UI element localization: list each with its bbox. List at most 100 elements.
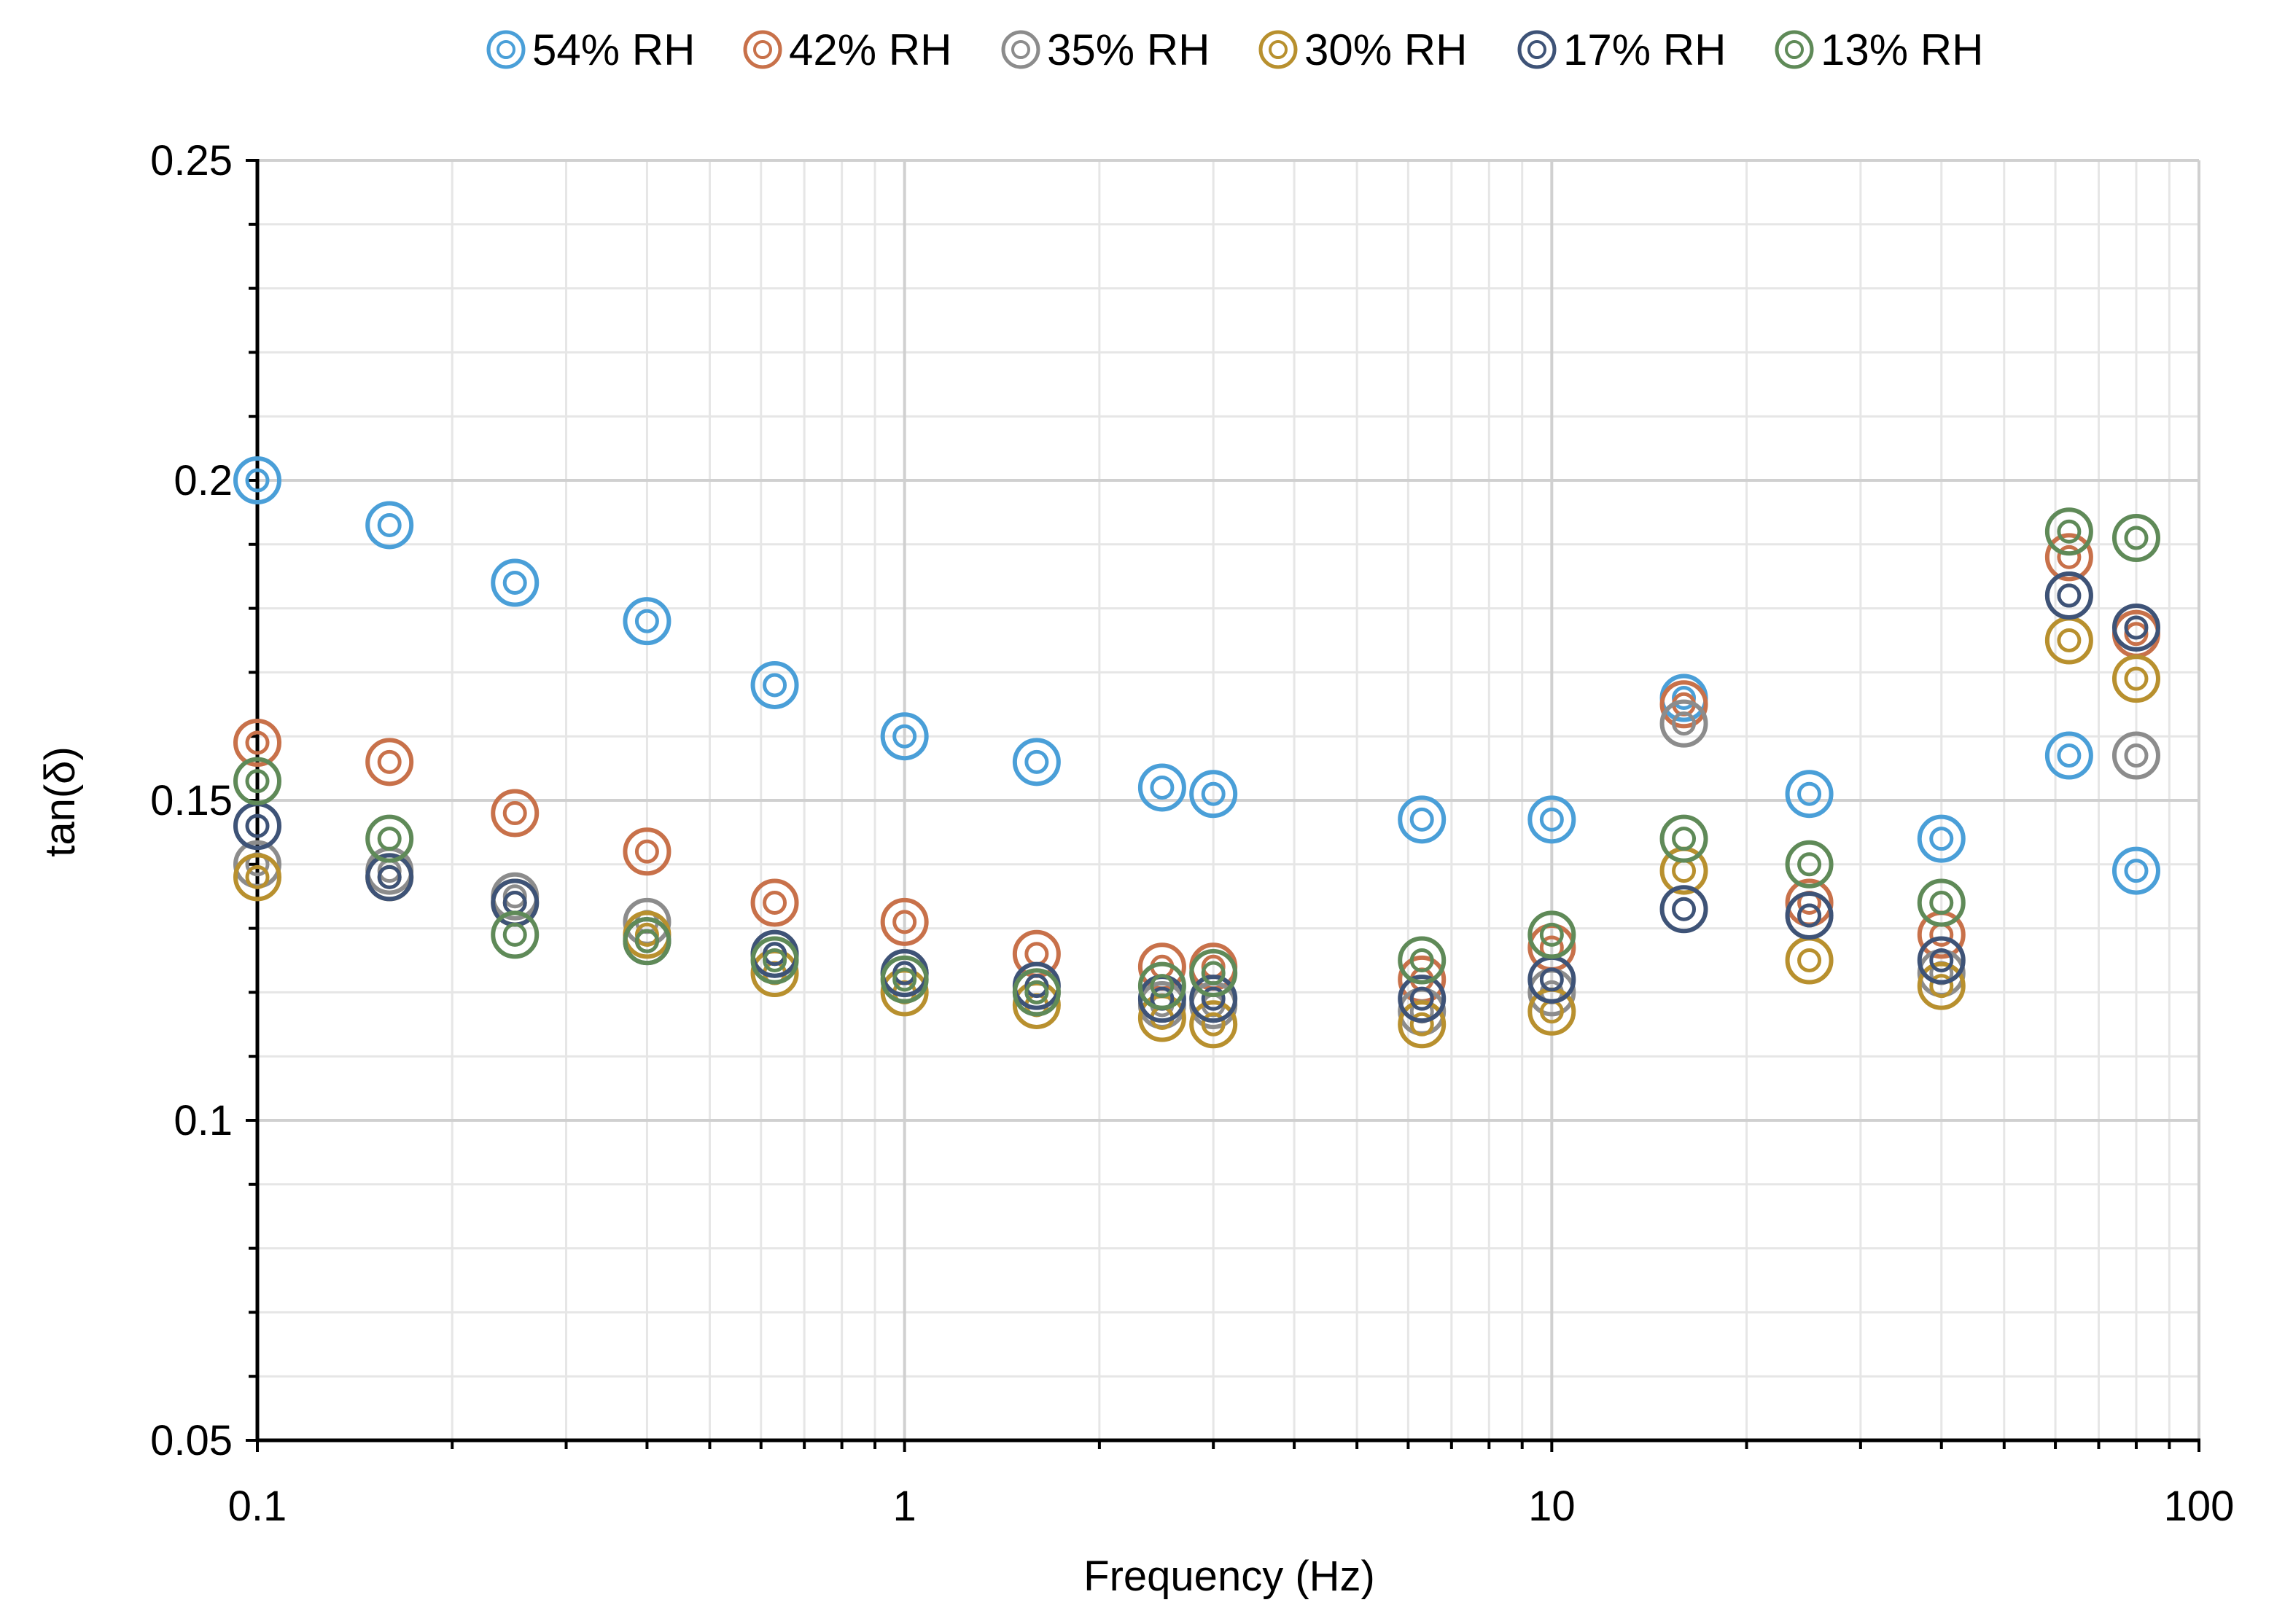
data-point bbox=[1398, 795, 1447, 844]
legend-item: 30% RH bbox=[1258, 26, 1467, 74]
data-point-outer-ring bbox=[1398, 795, 1447, 844]
series-35-rh bbox=[233, 571, 2160, 1036]
data-point-outer-ring bbox=[491, 789, 540, 838]
data-point-outer-ring bbox=[491, 558, 540, 607]
data-point-inner-ring bbox=[2057, 519, 2082, 544]
y-axis-title: tan(δ) bbox=[36, 746, 84, 857]
data-point bbox=[2044, 571, 2093, 620]
data-point-inner-ring bbox=[1201, 781, 1226, 806]
data-point-outer-ring bbox=[1917, 814, 1966, 863]
data-point-inner-ring bbox=[1797, 781, 1822, 806]
data-point-inner-ring bbox=[1797, 948, 1822, 972]
data-point bbox=[491, 789, 540, 838]
data-point bbox=[1398, 975, 1447, 1023]
data-point bbox=[623, 597, 672, 646]
data-point bbox=[750, 878, 799, 927]
data-point bbox=[1917, 961, 1966, 1010]
legend-item: 13% RH bbox=[1775, 26, 1983, 74]
legend-marker-outer bbox=[486, 30, 526, 69]
data-point bbox=[1137, 763, 1186, 812]
data-point-inner-ring bbox=[1024, 942, 1049, 967]
data-point-outer-ring bbox=[2044, 616, 2093, 665]
legend-label: 54% RH bbox=[532, 26, 695, 74]
data-point-outer-ring bbox=[2111, 655, 2160, 703]
data-point-inner-ring bbox=[1409, 948, 1434, 972]
data-point-outer-ring bbox=[233, 757, 281, 805]
data-point bbox=[365, 814, 414, 863]
data-point-outer-ring bbox=[1659, 680, 1708, 729]
data-point-outer-ring bbox=[1785, 936, 1834, 985]
data-point bbox=[1398, 936, 1447, 985]
data-point-outer-ring bbox=[1527, 910, 1576, 959]
y-tick-label: 0.05 bbox=[150, 1417, 233, 1464]
data-point bbox=[2111, 731, 2160, 780]
data-point bbox=[623, 917, 672, 966]
data-point-outer-ring bbox=[2111, 846, 2160, 895]
data-points bbox=[233, 456, 2160, 1049]
data-point bbox=[750, 936, 799, 985]
data-point-outer-ring bbox=[1659, 885, 1708, 934]
data-point-inner-ring bbox=[2057, 743, 2082, 768]
data-point-inner-ring bbox=[1672, 897, 1697, 921]
data-point-outer-ring bbox=[491, 910, 540, 959]
data-point-outer-ring bbox=[365, 853, 414, 902]
data-point-outer-ring bbox=[365, 814, 414, 863]
data-point-inner-ring bbox=[634, 922, 659, 947]
data-point bbox=[233, 853, 281, 902]
series-54-rh bbox=[233, 456, 2160, 895]
data-point-inner-ring bbox=[1797, 903, 1822, 928]
tick-marks bbox=[246, 159, 2200, 1452]
legend-marker-outer bbox=[1517, 30, 1557, 69]
data-point-outer-ring bbox=[623, 917, 672, 966]
data-point bbox=[1785, 891, 1834, 940]
tick-labels: 0.05 0.1 0.15 0.2 0.25 0.1 1 10 100 bbox=[150, 137, 2234, 1530]
legend-marker-inner bbox=[1527, 40, 1546, 59]
data-point-inner-ring bbox=[1672, 686, 1697, 711]
data-point bbox=[2044, 533, 2093, 582]
data-point-inner-ring bbox=[634, 839, 659, 864]
data-point bbox=[1659, 699, 1708, 748]
data-point-outer-ring bbox=[2044, 731, 2093, 780]
data-point bbox=[1659, 885, 1708, 934]
data-point-inner-ring bbox=[377, 864, 402, 889]
x-tick-label: 10 bbox=[1528, 1483, 1576, 1530]
data-point-outer-ring bbox=[880, 712, 929, 761]
data-point bbox=[1527, 795, 1576, 844]
legend-marker-outer bbox=[1775, 30, 1814, 69]
data-point-inner-ring bbox=[2124, 622, 2149, 647]
data-point-outer-ring bbox=[1189, 975, 1238, 1023]
data-point bbox=[233, 456, 281, 504]
data-point-outer-ring bbox=[233, 456, 281, 504]
legend-marker-outer bbox=[1001, 30, 1040, 69]
data-point-inner-ring bbox=[1539, 967, 1564, 992]
data-point-inner-ring bbox=[377, 512, 402, 537]
data-point-inner-ring bbox=[245, 813, 270, 838]
data-point bbox=[365, 501, 414, 550]
data-point bbox=[2111, 514, 2160, 563]
y-tick-label: 0.1 bbox=[174, 1097, 233, 1144]
data-point-outer-ring bbox=[1527, 795, 1576, 844]
legend-label: 35% RH bbox=[1047, 26, 1210, 74]
data-point-inner-ring bbox=[1150, 974, 1175, 999]
data-point-outer-ring bbox=[1917, 936, 1966, 985]
data-point bbox=[365, 853, 414, 902]
data-point bbox=[233, 718, 281, 767]
data-point-outer-ring bbox=[2111, 731, 2160, 780]
data-point-inner-ring bbox=[1539, 807, 1564, 832]
data-point-inner-ring bbox=[892, 724, 917, 749]
data-point bbox=[1785, 840, 1834, 889]
data-point-inner-ring bbox=[2124, 526, 2149, 550]
x-tick-label: 1 bbox=[893, 1483, 916, 1530]
data-point bbox=[491, 910, 540, 959]
data-point-outer-ring bbox=[1917, 878, 1966, 927]
data-point bbox=[1189, 770, 1238, 819]
data-point-inner-ring bbox=[892, 961, 917, 985]
data-point bbox=[1012, 968, 1061, 1017]
data-point bbox=[2111, 603, 2160, 652]
data-point-outer-ring bbox=[1189, 949, 1238, 998]
x-axis-title: Frequency (Hz) bbox=[1083, 1553, 1375, 1600]
data-point-outer-ring bbox=[2044, 571, 2093, 620]
data-point-outer-ring bbox=[1785, 840, 1834, 889]
